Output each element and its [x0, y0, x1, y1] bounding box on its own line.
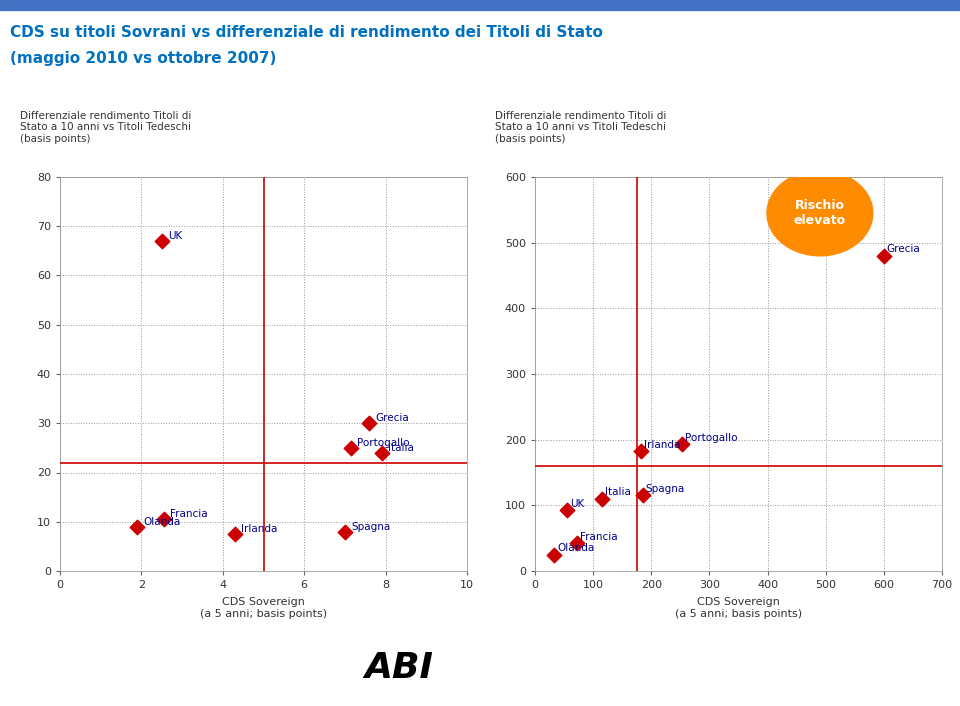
- Text: Fonte: Osservatorio EBR (ABI) su dati Reuters: Fonte: Osservatorio EBR (ABI) su dati Re…: [10, 652, 278, 665]
- Text: Rapporto ABI 2010 sul settore bancario: Rapporto ABI 2010 sul settore bancario: [10, 690, 242, 702]
- Text: Irlanda: Irlanda: [241, 524, 277, 534]
- Text: (maggio 2010 vs ottobre 2007): (maggio 2010 vs ottobre 2007): [10, 51, 276, 66]
- Point: [876, 250, 892, 261]
- Text: Olanda: Olanda: [143, 517, 180, 527]
- Text: ABI: ABI: [364, 652, 433, 686]
- Point: [546, 549, 562, 561]
- X-axis label: CDS Sovereign
(a 5 anni; basis points): CDS Sovereign (a 5 anni; basis points): [675, 597, 802, 618]
- Point: [362, 418, 377, 429]
- Text: Portogallo: Portogallo: [685, 433, 737, 443]
- Text: Spagna: Spagna: [645, 484, 684, 494]
- Point: [228, 528, 243, 539]
- Text: Differenziale rendimento Titoli di
Stato a 10 anni vs Titoli Tedeschi
(basis poi: Differenziale rendimento Titoli di Stato…: [494, 111, 666, 144]
- Text: 18 Maggio 2010: 18 Maggio 2010: [490, 87, 610, 100]
- Text: Differenziale rendimento Titoli di
Stato a 10 anni vs Titoli Tedeschi
(basis poi: Differenziale rendimento Titoli di Stato…: [19, 111, 191, 144]
- Text: Italiana: Italiana: [437, 685, 470, 694]
- Text: Grecia: Grecia: [887, 244, 921, 254]
- Point: [130, 521, 145, 532]
- Point: [154, 235, 169, 246]
- Text: | 6: | 6: [908, 662, 925, 676]
- X-axis label: CDS Sovereign
(a 5 anni; basis points): CDS Sovereign (a 5 anni; basis points): [200, 597, 327, 618]
- Point: [634, 445, 649, 457]
- Text: Rischio
elevato: Rischio elevato: [794, 199, 846, 227]
- Text: UK: UK: [168, 231, 182, 241]
- Text: Italia: Italia: [388, 443, 414, 453]
- Bar: [0, 0, 960, 10]
- Text: Italia: Italia: [605, 487, 631, 498]
- Point: [569, 538, 585, 549]
- Text: Portogallo: Portogallo: [357, 438, 410, 448]
- Text: Semestrali
ABI: Semestrali ABI: [809, 658, 861, 679]
- Point: [635, 490, 650, 501]
- Text: Francia: Francia: [170, 509, 207, 520]
- Text: 1 Ottobre 2007: 1 Ottobre 2007: [15, 87, 129, 100]
- Point: [156, 514, 172, 525]
- Point: [373, 447, 389, 458]
- Point: [337, 526, 352, 537]
- Text: Spagna: Spagna: [351, 522, 391, 532]
- Point: [675, 438, 690, 450]
- Point: [594, 493, 610, 504]
- Text: Irlanda: Irlanda: [644, 440, 681, 450]
- Text: Associazione: Associazione: [437, 647, 495, 657]
- Point: [560, 504, 575, 515]
- Point: [344, 442, 359, 453]
- Text: Olanda: Olanda: [557, 544, 594, 554]
- Text: UK: UK: [570, 498, 584, 508]
- Text: Grecia: Grecia: [375, 413, 409, 424]
- Text: CDS su titoli Sovrani vs differenziale di rendimento dei Titoli di Stato: CDS su titoli Sovrani vs differenziale d…: [10, 25, 603, 40]
- Text: Francia: Francia: [580, 532, 617, 542]
- Ellipse shape: [767, 170, 873, 256]
- Text: Bancaria: Bancaria: [437, 667, 476, 676]
